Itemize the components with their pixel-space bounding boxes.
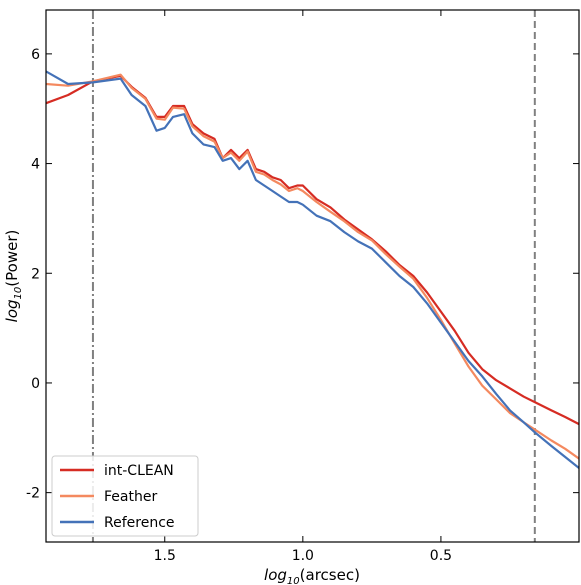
- y-tick-label: 2: [31, 266, 40, 282]
- y-axis-label-subscript: 10: [13, 287, 24, 300]
- reference-vertical-lines: [91, 10, 536, 542]
- series-line-int-clean: [46, 74, 579, 426]
- legend: int-CLEAN Feather Reference: [51, 455, 199, 537]
- x-axis-label-rest: (arcsec): [300, 566, 360, 584]
- series-line-reference: [46, 70, 579, 469]
- x-axis-label: log10(arcsec): [264, 566, 360, 585]
- y-tick-label: -2: [26, 486, 40, 502]
- series-lines: [46, 70, 579, 469]
- x-axis-label-main: log: [264, 566, 287, 584]
- x-tick-label: 0.5: [430, 548, 452, 564]
- y-axis-label-main: log: [3, 299, 21, 322]
- x-axis-ticks: 1.5 1.0 0.5: [154, 10, 452, 564]
- y-axis-label: log10(Power): [3, 230, 24, 323]
- y-tick-label: 4: [31, 157, 40, 173]
- x-axis-label-subscript: 10: [287, 576, 300, 585]
- y-tick-label: 0: [31, 376, 40, 392]
- y-tick-label: 6: [31, 47, 40, 63]
- x-tick-label: 1.5: [154, 548, 176, 564]
- legend-label: int-CLEAN: [104, 463, 174, 479]
- legend-label: Reference: [104, 515, 175, 531]
- series-line-feather: [46, 73, 579, 460]
- legend-label: Feather: [104, 489, 157, 505]
- y-axis-ticks: 6 4 2 0 -2: [26, 47, 579, 502]
- y-axis-label-rest: (Power): [3, 230, 21, 287]
- legend-box: [51, 455, 199, 537]
- plot-frame: [45, 9, 580, 543]
- x-tick-label: 1.0: [292, 548, 314, 564]
